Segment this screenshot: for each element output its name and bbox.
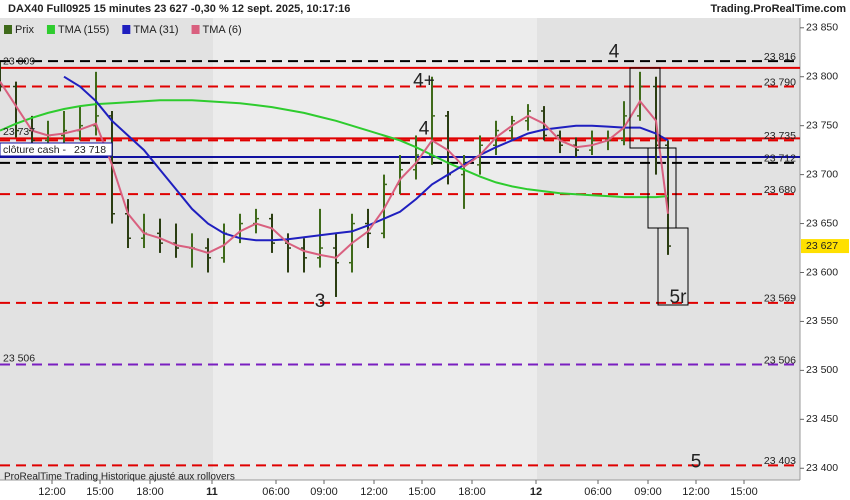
x-tick-label: 15:00 bbox=[730, 486, 758, 498]
level-label: 23 737 bbox=[3, 126, 35, 138]
level-label: 23 403 bbox=[764, 455, 796, 467]
level-tag-box bbox=[0, 142, 113, 157]
legend-label: TMA (155) bbox=[58, 24, 109, 36]
y-tick-label: 23 750 bbox=[806, 119, 838, 131]
last-price-label: 23 627 bbox=[806, 240, 838, 252]
annotation: 3 bbox=[315, 291, 326, 312]
y-tick-label: 23 800 bbox=[806, 71, 838, 83]
x-tick-label: 09:00 bbox=[634, 486, 662, 498]
level-label: 23 680 bbox=[764, 184, 796, 196]
legend-swatch bbox=[191, 25, 200, 34]
y-tick-label: 23 400 bbox=[806, 462, 838, 474]
level-label: 23 712 bbox=[764, 153, 796, 165]
level-tag: clôture cash - bbox=[3, 144, 67, 156]
level-label: 23 506 bbox=[764, 354, 796, 366]
x-tick-label: 15:00 bbox=[408, 486, 436, 498]
y-tick-label: 23 550 bbox=[806, 315, 838, 327]
x-tick-label: 11 bbox=[206, 486, 218, 498]
indicator-line bbox=[0, 81, 669, 259]
x-tick-label: 18:00 bbox=[458, 486, 486, 498]
legend-swatch bbox=[4, 25, 12, 34]
x-tick-label: 09:00 bbox=[310, 486, 338, 498]
x-tick-label: 18:00 bbox=[136, 486, 164, 498]
legend-swatch bbox=[122, 25, 131, 34]
y-tick-label: 23 700 bbox=[806, 168, 838, 180]
legend-label: TMA (31) bbox=[133, 24, 178, 36]
y-tick-label: 23 600 bbox=[806, 266, 838, 278]
y-tick-label: 23 650 bbox=[806, 217, 838, 229]
annotation: 5r bbox=[670, 287, 688, 308]
annotation: 5 bbox=[691, 451, 702, 472]
day-shade bbox=[213, 18, 537, 480]
level-label: 23 506 bbox=[3, 352, 35, 364]
x-tick-label: 06:00 bbox=[262, 486, 290, 498]
y-tick-label: 23 500 bbox=[806, 364, 838, 376]
level-label: 23 735 bbox=[764, 130, 796, 142]
x-tick-label: 12 bbox=[530, 486, 542, 498]
annotation: 4+ bbox=[413, 71, 435, 92]
level-label: 23 809 bbox=[3, 56, 35, 68]
indicator-line bbox=[0, 99, 669, 199]
x-tick-label: 12:00 bbox=[38, 486, 66, 498]
x-tick-label: 06:00 bbox=[584, 486, 612, 498]
x-tick-label: 12:00 bbox=[360, 486, 388, 498]
legend-label: TMA (6) bbox=[203, 24, 242, 36]
level-label: 23 816 bbox=[764, 51, 796, 63]
overlay: 23 816 23 809 23 790 23 737 23 735 clôture ca… bbox=[0, 41, 849, 472]
grid bbox=[51, 27, 804, 484]
box bbox=[657, 227, 689, 306]
last-price-box bbox=[801, 239, 849, 254]
level-label: 23 718 bbox=[74, 144, 106, 156]
header-site: Trading.ProRealTime.com bbox=[710, 3, 846, 15]
y-tick-label: 23 450 bbox=[806, 413, 838, 425]
marks bbox=[0, 62, 671, 297]
legend-label: Prix bbox=[15, 24, 34, 36]
level-label: 23 790 bbox=[764, 76, 796, 88]
annotation: 4 bbox=[609, 41, 620, 62]
x-tick-label: 12:00 bbox=[682, 486, 710, 498]
x-tick-label: 15:00 bbox=[86, 486, 114, 498]
indicator-line bbox=[63, 75, 669, 242]
legend-swatch bbox=[46, 25, 55, 34]
header-title: DAX40 Full0925 15 minutes 23 627 -0,30 %… bbox=[8, 3, 350, 15]
annotation: 4 bbox=[419, 119, 430, 140]
y-tick-label: 23 850 bbox=[806, 22, 838, 34]
box bbox=[629, 67, 661, 149]
footer-note: ProRealTime Trading Historique ajusté au… bbox=[4, 472, 235, 483]
level-label: 23 569 bbox=[764, 293, 796, 305]
day-shade bbox=[0, 18, 213, 480]
